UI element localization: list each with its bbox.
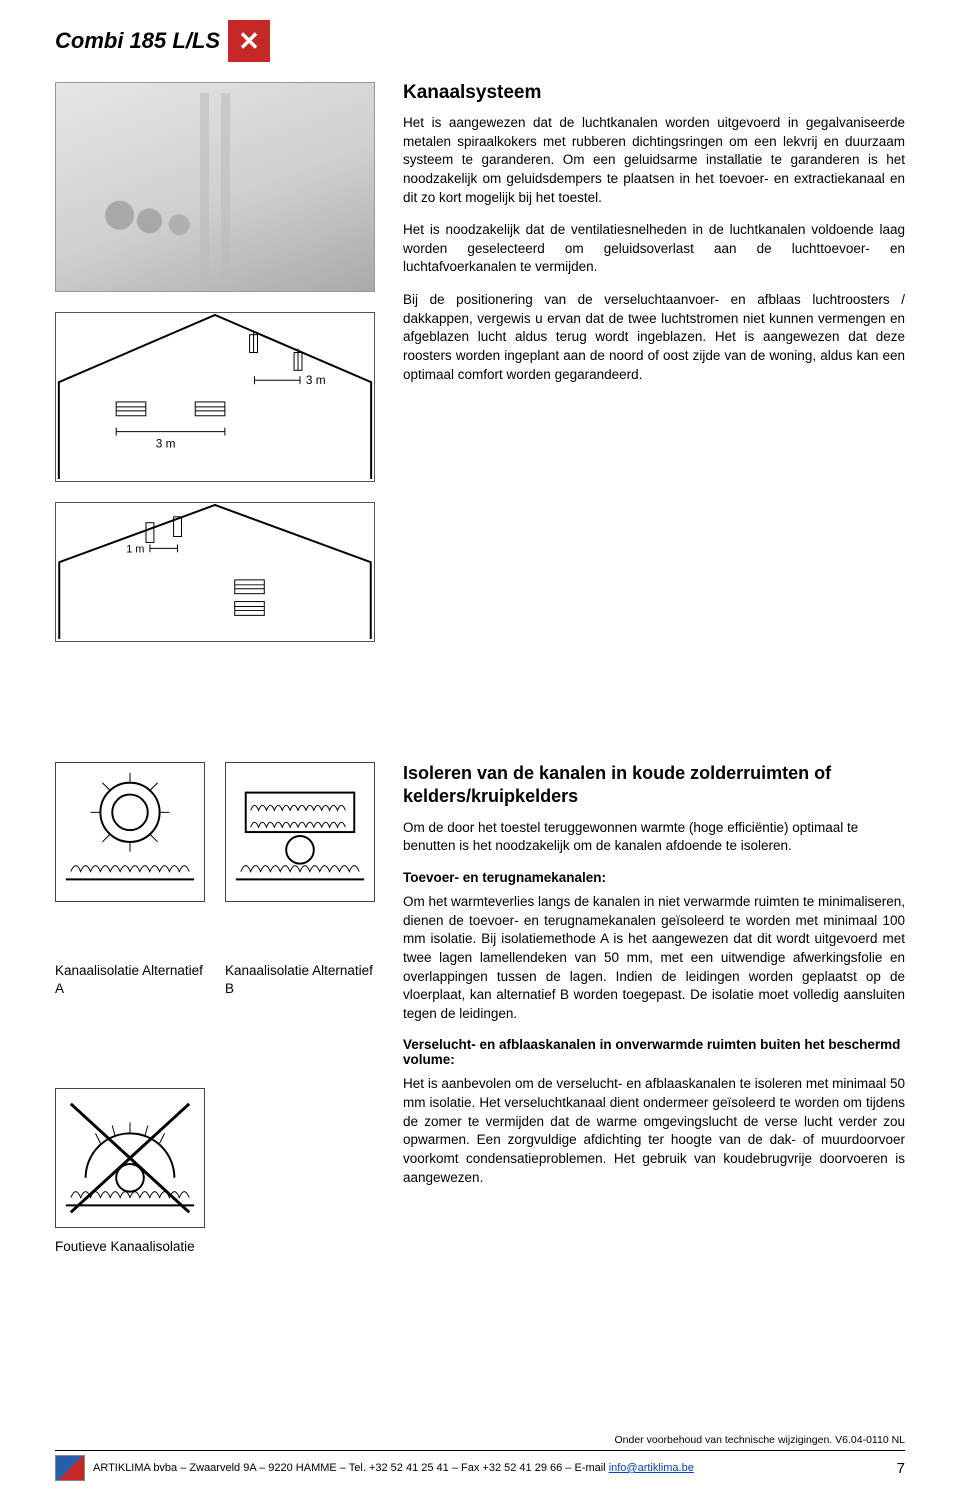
dim-1m: 1 m: [126, 543, 144, 555]
isolation-figure-wrong: [55, 1088, 205, 1228]
brand-logo-icon: [228, 20, 270, 62]
section2-text: Isoleren van de kanalen in koude zolderr…: [403, 762, 905, 1257]
document-header: Combi 185 L/LS: [55, 20, 905, 62]
page: Combi 185 L/LS 3 m: [0, 0, 960, 1499]
isolation-figures-column: Kanaalisolatie Alternatief A Kanaalisola…: [55, 762, 375, 1257]
isolation-figure-a: [55, 762, 205, 902]
section2-p1: Om de door het toestel teruggewonnen war…: [403, 819, 905, 856]
duct-components-photo: [55, 82, 375, 292]
house-diagram-1m: 1 m: [55, 502, 375, 642]
footer-email-link[interactable]: info@artiklima.be: [609, 1462, 694, 1474]
section2-sub1: Toevoer- en terugnamekanalen:: [403, 870, 905, 885]
product-title: Combi 185 L/LS: [55, 28, 220, 54]
section1-p1: Het is aangewezen dat de luchtkanalen wo…: [403, 114, 905, 207]
caption-wrong: Foutieve Kanaalisolatie: [55, 1238, 375, 1256]
page-number: 7: [897, 1460, 905, 1477]
section-isoleren: Kanaalisolatie Alternatief A Kanaalisola…: [55, 762, 905, 1257]
footer-company-text: ARTIKLIMA bvba – Zwaarveld 9A – 9220 HAM…: [93, 1462, 609, 1474]
page-footer: Onder voorbehoud van technische wijzigin…: [55, 1434, 905, 1481]
section2-p3: Het is aanbevolen om de verselucht- en a…: [403, 1075, 905, 1187]
section1-heading: Kanaalsysteem: [403, 82, 905, 104]
section2-sub2: Verselucht- en afblaaskanalen in onverwa…: [403, 1037, 905, 1067]
footer-disclaimer: Onder voorbehoud van technische wijzigin…: [55, 1434, 905, 1446]
section1-p3: Bij de positionering van de verseluchtaa…: [403, 291, 905, 384]
artiklima-logo-icon: [55, 1455, 85, 1481]
house-diagram-3m: 3 m 3 m: [55, 312, 375, 482]
section-kanaalsysteem: 3 m 3 m: [55, 82, 905, 642]
isolation-figure-b: [225, 762, 375, 902]
footer-company-line: ARTIKLIMA bvba – Zwaarveld 9A – 9220 HAM…: [93, 1462, 877, 1474]
dim-3m-bottom: 3 m: [156, 436, 176, 450]
section2-heading: Isoleren van de kanalen in koude zolderr…: [403, 762, 905, 809]
section1-p2: Het is noodzakelijk dat de ventilatiesne…: [403, 221, 905, 277]
section2-p2: Om het warmteverlies langs de kanalen in…: [403, 893, 905, 1023]
section1-text: Kanaalsysteem Het is aangewezen dat de l…: [403, 82, 905, 642]
dim-3m-top: 3 m: [306, 373, 326, 387]
caption-alt-b: Kanaalisolatie Alternatief B: [225, 962, 375, 998]
left-figures-column: 3 m 3 m: [55, 82, 375, 642]
caption-alt-a: Kanaalisolatie Alternatief A: [55, 962, 205, 998]
